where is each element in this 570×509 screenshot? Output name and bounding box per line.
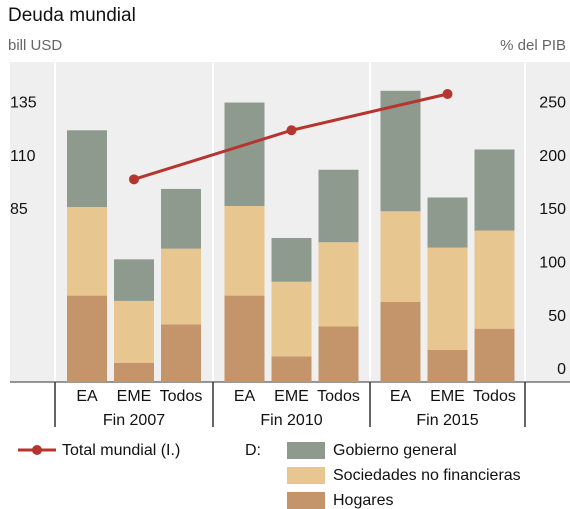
y2-tick-label: 0 — [557, 361, 566, 378]
y-tick-label: 135 — [10, 95, 37, 112]
x-tick-label: EA — [390, 388, 412, 405]
legend-label: Gobierno general — [333, 442, 457, 459]
bar-segment — [224, 206, 265, 296]
bar-segment — [161, 324, 201, 382]
group-label: Fin 2007 — [103, 412, 165, 429]
bar-segment — [271, 238, 312, 282]
y-tick-label: 110 — [10, 148, 36, 165]
group-label: Fin 2015 — [416, 412, 478, 429]
y2-axis-label: % del PIB — [500, 37, 566, 54]
legend-swatch — [287, 442, 325, 459]
y-axis-label: bill USD — [8, 37, 62, 54]
x-tick-label: Todos — [473, 388, 516, 405]
y-tick-label: 85 — [10, 201, 28, 218]
bar-segment — [380, 302, 421, 382]
y2-tick-label: 50 — [548, 308, 566, 325]
bar-segment — [271, 356, 312, 382]
group-label: Fin 2010 — [260, 412, 322, 429]
bar-segment — [427, 350, 468, 382]
bar-segment — [474, 328, 515, 382]
legend-swatch — [287, 467, 325, 484]
bar-segment — [380, 90, 421, 212]
bar-segment — [67, 130, 107, 208]
x-tick-label: EA — [234, 388, 256, 405]
bar-segment — [474, 230, 515, 329]
x-tick-label: Todos — [160, 388, 203, 405]
legend-title: D: — [245, 442, 261, 459]
bar-segment — [67, 207, 107, 296]
x-tick-label: EME — [274, 388, 309, 405]
bar-segment — [318, 326, 359, 382]
legend-swatch — [287, 492, 325, 509]
y2-tick-label: 100 — [539, 255, 566, 272]
bar-segment — [67, 295, 107, 382]
line-point — [442, 89, 453, 99]
legend-marker — [32, 445, 42, 455]
bar-segment — [427, 247, 468, 350]
x-tick-label: EME — [430, 388, 465, 405]
y2-tick-label: 200 — [539, 148, 566, 165]
line-point — [129, 174, 139, 185]
x-tick-label: EA — [76, 388, 98, 405]
bar-segment — [224, 295, 265, 382]
bar-segment — [318, 242, 359, 327]
x-tick-label: Todos — [317, 388, 360, 405]
line-point — [286, 125, 297, 136]
bar-segment — [474, 149, 515, 231]
bar-segment — [161, 188, 201, 249]
legend-label: Total mundial (I.) — [62, 442, 180, 459]
bar-segment — [161, 248, 201, 325]
bar-segment — [224, 102, 265, 206]
bar-segment — [427, 197, 468, 248]
chart-title: Deuda mundial — [8, 5, 136, 26]
bar-segment — [114, 259, 154, 301]
y2-tick-label: 250 — [539, 95, 566, 112]
y2-tick-label: 150 — [539, 201, 566, 218]
bar-segment — [114, 362, 154, 382]
x-tick-label: EME — [117, 388, 152, 405]
legend-label: Hogares — [333, 492, 393, 509]
bar-segment — [114, 300, 154, 363]
bar-segment — [380, 211, 421, 302]
bar-segment — [318, 169, 359, 243]
bar-segment — [271, 281, 312, 357]
legend-label: Sociedades no financieras — [333, 467, 521, 484]
